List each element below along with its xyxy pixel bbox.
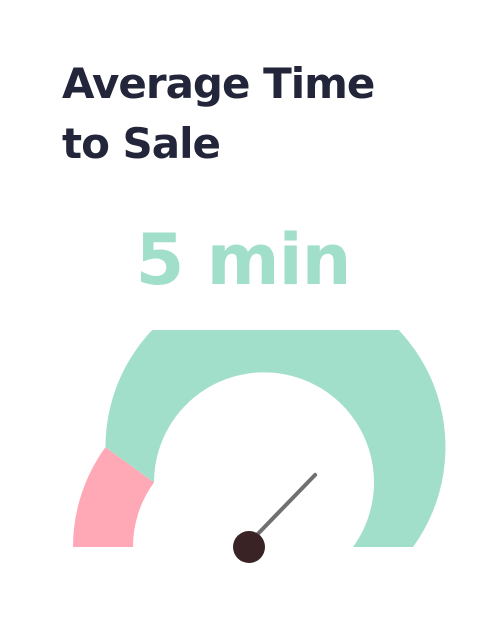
widget-title-line-2: to Sale [62, 119, 221, 168]
gauge-needle [247, 472, 318, 545]
gauge-needle-hub [233, 531, 265, 563]
metric-value: 5 min [135, 219, 352, 301]
gauge-arc-low-zone [73, 447, 155, 547]
speed-gauge [73, 330, 446, 563]
gauge-arc-normal-zone [105, 330, 446, 547]
widget-title-line-1: Average Time [62, 59, 375, 108]
widget-title: Average Time to Sale [62, 54, 422, 174]
